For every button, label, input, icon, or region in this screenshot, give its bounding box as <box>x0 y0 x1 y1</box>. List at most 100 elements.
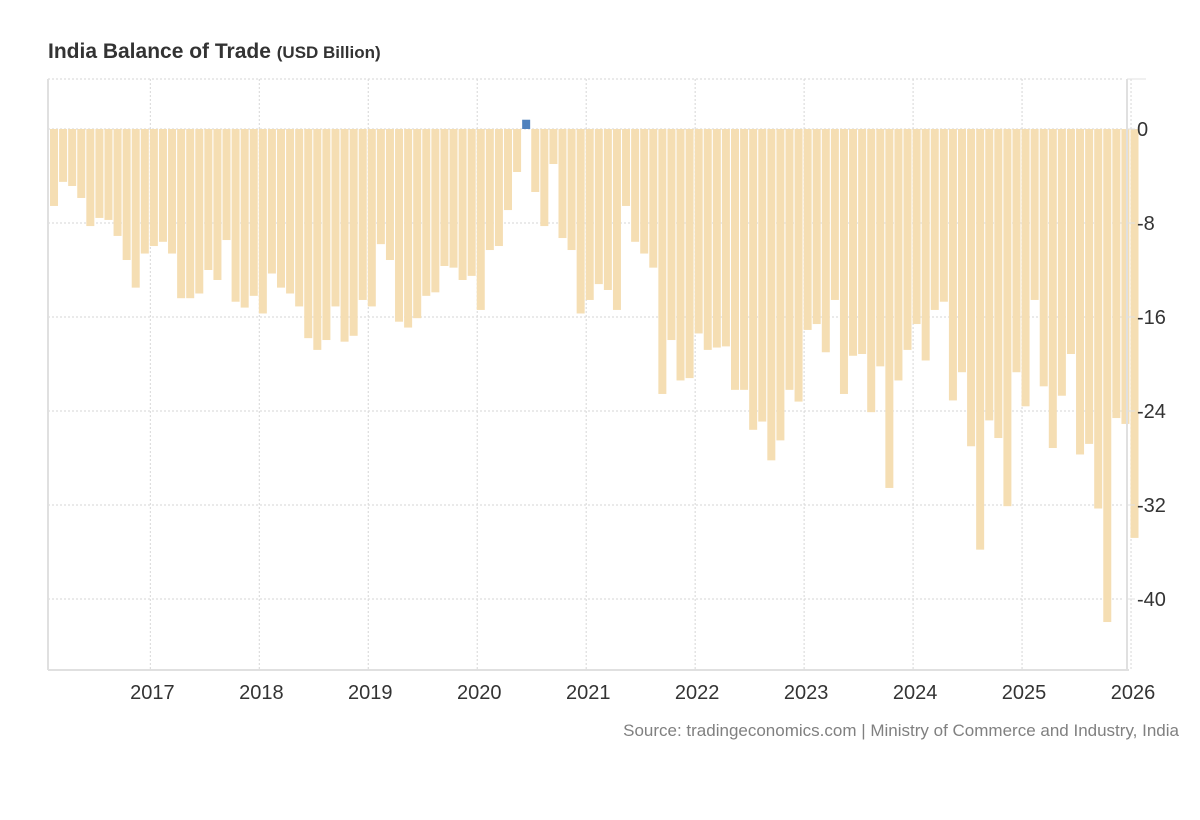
bar <box>667 129 676 341</box>
bar <box>676 129 685 381</box>
bar <box>177 129 186 299</box>
bar <box>685 129 694 379</box>
bar <box>522 119 531 129</box>
x-axis-labels: 2017 2018 2019 2020 2021 2022 2023 2024 2025 2026 <box>130 682 1155 704</box>
bar <box>1103 129 1112 623</box>
bar <box>930 129 939 310</box>
bar <box>440 129 449 266</box>
bar <box>576 129 585 314</box>
bar <box>830 129 839 300</box>
y-tick-label: -16 <box>1137 307 1166 329</box>
bar <box>95 129 104 218</box>
bar <box>240 129 249 308</box>
bar <box>1076 129 1085 455</box>
bar <box>186 129 195 299</box>
bar <box>976 129 985 550</box>
bar <box>839 129 848 394</box>
bar <box>803 129 812 330</box>
source-note: Source: tradingeconomics.com | Ministry … <box>623 721 1179 740</box>
bar <box>1030 129 1039 300</box>
x-tick-label: 2022 <box>675 682 720 704</box>
bar <box>649 129 658 268</box>
bar <box>395 129 404 322</box>
y-tick-label: -32 <box>1137 495 1166 517</box>
bar <box>431 129 440 293</box>
bar <box>785 129 794 390</box>
bar <box>921 129 930 361</box>
bar <box>1003 129 1012 507</box>
bar <box>195 129 204 294</box>
bar <box>277 129 285 288</box>
bar <box>731 129 739 390</box>
chart-unit: (USD Billion) <box>276 43 381 62</box>
bar <box>939 129 948 302</box>
bar <box>449 129 458 268</box>
bar <box>658 129 667 394</box>
bar <box>1121 129 1130 424</box>
y-tick-label: -40 <box>1137 589 1166 611</box>
bar <box>304 129 313 339</box>
bar <box>385 129 394 261</box>
x-tick-label: 2019 <box>348 682 393 704</box>
x-tick-label: 2017 <box>130 682 175 704</box>
bar <box>622 129 631 206</box>
bar <box>558 129 567 239</box>
x-tick-label: 2025 <box>1002 682 1047 704</box>
bar <box>1057 129 1066 396</box>
bar <box>358 129 367 300</box>
y-tick-label: -8 <box>1137 213 1155 235</box>
bar <box>712 129 721 348</box>
y-tick-label: -24 <box>1137 401 1166 423</box>
bar <box>858 129 867 355</box>
bar <box>504 129 512 211</box>
y-tick-label: 0 <box>1137 119 1148 141</box>
bar <box>122 129 131 261</box>
bar <box>458 129 467 280</box>
bar <box>1112 129 1121 419</box>
bar <box>149 129 158 247</box>
bar <box>104 129 113 220</box>
bar <box>531 129 540 192</box>
x-tick-label: 2021 <box>566 682 611 704</box>
bar <box>286 129 295 294</box>
bar <box>413 129 422 319</box>
bar <box>1130 129 1139 538</box>
bar <box>249 129 258 296</box>
y-axis-labels: 0 -8 -16 -24 -32 -40 <box>1137 119 1166 611</box>
bar <box>1094 129 1103 509</box>
bar <box>876 129 885 367</box>
bar <box>994 129 1003 439</box>
x-tick-label: 2020 <box>457 682 502 704</box>
bar <box>1012 129 1021 373</box>
x-tick-label: 2018 <box>239 682 284 704</box>
bar <box>1066 129 1075 355</box>
chart-title: India Balance of Trade (USD Billion) <box>48 40 381 64</box>
bar <box>494 129 503 247</box>
bar <box>204 129 213 270</box>
bar <box>540 129 549 227</box>
bar <box>59 129 68 182</box>
bar <box>912 129 921 325</box>
bar <box>422 129 431 296</box>
x-tick-label: 2026 <box>1111 682 1156 704</box>
x-tick-label: 2023 <box>784 682 829 704</box>
bar <box>222 129 231 241</box>
bar <box>77 129 86 198</box>
bar <box>322 129 331 341</box>
bar <box>1039 129 1048 387</box>
bar <box>1085 129 1094 444</box>
bar <box>376 129 385 245</box>
bar <box>349 129 358 336</box>
bar <box>367 129 376 307</box>
bar <box>903 129 912 350</box>
bar <box>340 129 349 342</box>
bar <box>331 129 340 307</box>
bar <box>295 129 304 307</box>
bar <box>267 129 276 274</box>
bar <box>313 129 322 350</box>
bar <box>513 129 522 172</box>
bar <box>213 129 222 280</box>
bar <box>585 129 594 300</box>
bar <box>113 129 122 236</box>
